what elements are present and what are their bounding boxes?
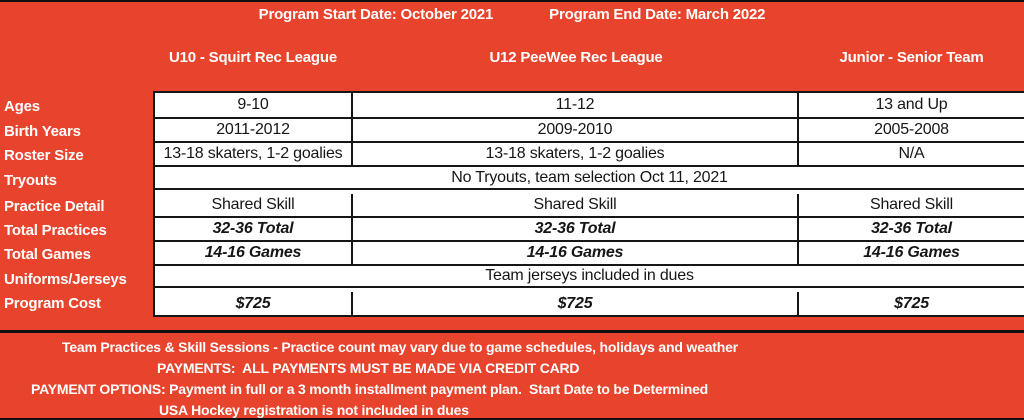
row-labels: Ages Birth Years Roster Size Tryouts Practic… — [4, 93, 152, 315]
table-row: No Tryouts, team selection Oct 11, 2021 — [155, 167, 1024, 190]
table-cell: $725 — [894, 294, 929, 312]
row-label: Program Cost — [4, 295, 101, 312]
row-label: Total Practices — [4, 221, 107, 239]
row-label: Total Games — [4, 245, 91, 263]
table-row: 14-16 Games 14-16 Games 14-16 Games — [155, 242, 1024, 266]
row-label: Roster Size — [4, 146, 84, 164]
table-cell: 13-18 skaters, 1-2 goalies — [353, 143, 799, 165]
footer-separator-line — [0, 330, 1024, 333]
program-end-date: Program End Date: March 2022 — [549, 6, 766, 23]
bottom-border-line — [0, 418, 1024, 420]
table-row: 13-18 skaters, 1-2 goalies 13-18 skaters,… — [155, 143, 1024, 167]
column-header: U10 - Squirt Rec League — [169, 49, 337, 66]
table-cell: 32-36 Total — [353, 218, 799, 240]
table-cell-merged: Team jerseys included in dues — [485, 267, 694, 284]
table-cell: N/A — [898, 145, 925, 162]
table-row: 9-10 11-12 13 and Up — [155, 93, 1024, 119]
table-cell: 14-16 Games — [863, 244, 960, 261]
table-cell: 2009-2010 — [353, 119, 799, 141]
program-table: 9-10 11-12 13 and Up 2011-2012 2009-2010 2005… — [153, 91, 1024, 317]
top-border-line — [0, 0, 1024, 2]
table-cell: 32-36 Total — [871, 220, 952, 237]
table-cell: $725 — [155, 292, 353, 315]
table-cell: 14-16 Games — [353, 242, 799, 264]
row-label: Ages — [4, 97, 40, 115]
table-cell: Shared Skill — [155, 194, 353, 216]
footer-notes: Team Practices & Skill Sessions - Practi… — [0, 336, 1024, 420]
footer-note-line: PAYMENTS: ALL PAYMENTS MUST BE MADE VIA … — [157, 359, 580, 376]
row-label: Practice Detail — [4, 197, 105, 215]
table-cell: 13-18 skaters, 1-2 goalies — [155, 143, 353, 165]
table-row: 2011-2012 2009-2010 2005-2008 — [155, 119, 1024, 143]
footer-note-line: Team Practices & Skill Sessions - Practi… — [62, 338, 738, 355]
table-cell: Shared Skill — [870, 196, 953, 213]
table-row-gap — [155, 190, 1024, 194]
table-cell: 11-12 — [353, 93, 799, 117]
table-row: Team jerseys included in dues — [155, 266, 1024, 288]
table-row: $725 $725 $725 — [155, 292, 1024, 315]
table-row: 32-36 Total 32-36 Total 32-36 Total — [155, 218, 1024, 242]
column-headers: U10 - Squirt Rec League U12 PeeWee Rec Le… — [153, 49, 1024, 66]
table-cell: 14-16 Games — [155, 242, 353, 264]
table-cell: 13 and Up — [875, 96, 948, 113]
table-cell: 2011-2012 — [155, 119, 353, 141]
table-cell-merged: No Tryouts, team selection Oct 11, 2021 — [451, 168, 728, 186]
program-dates-header: Program Start Date: October 2021 Program… — [0, 6, 1024, 23]
footer-note-line: USA Hockey registration is not included … — [159, 401, 469, 418]
row-label: Tryouts — [4, 172, 57, 189]
column-header: U12 PeeWee Rec League — [489, 49, 663, 66]
footer-note-line: PAYMENT OPTIONS: Payment in full or a 3 … — [31, 380, 709, 397]
row-label: Birth Years — [4, 122, 81, 140]
column-header: Junior - Senior Team — [839, 49, 984, 66]
table-row-gap — [155, 288, 1024, 292]
table-cell: 32-36 Total — [155, 218, 353, 240]
row-label: Uniforms/Jerseys — [4, 270, 127, 288]
table-cell: Shared Skill — [353, 194, 799, 216]
program-start-date: Program Start Date: October 2021 — [258, 6, 494, 23]
table-cell: $725 — [353, 292, 799, 315]
table-row: Shared Skill Shared Skill Shared Skill — [155, 194, 1024, 218]
table-cell: 2005-2008 — [874, 121, 949, 138]
table-cell: 9-10 — [155, 93, 353, 117]
